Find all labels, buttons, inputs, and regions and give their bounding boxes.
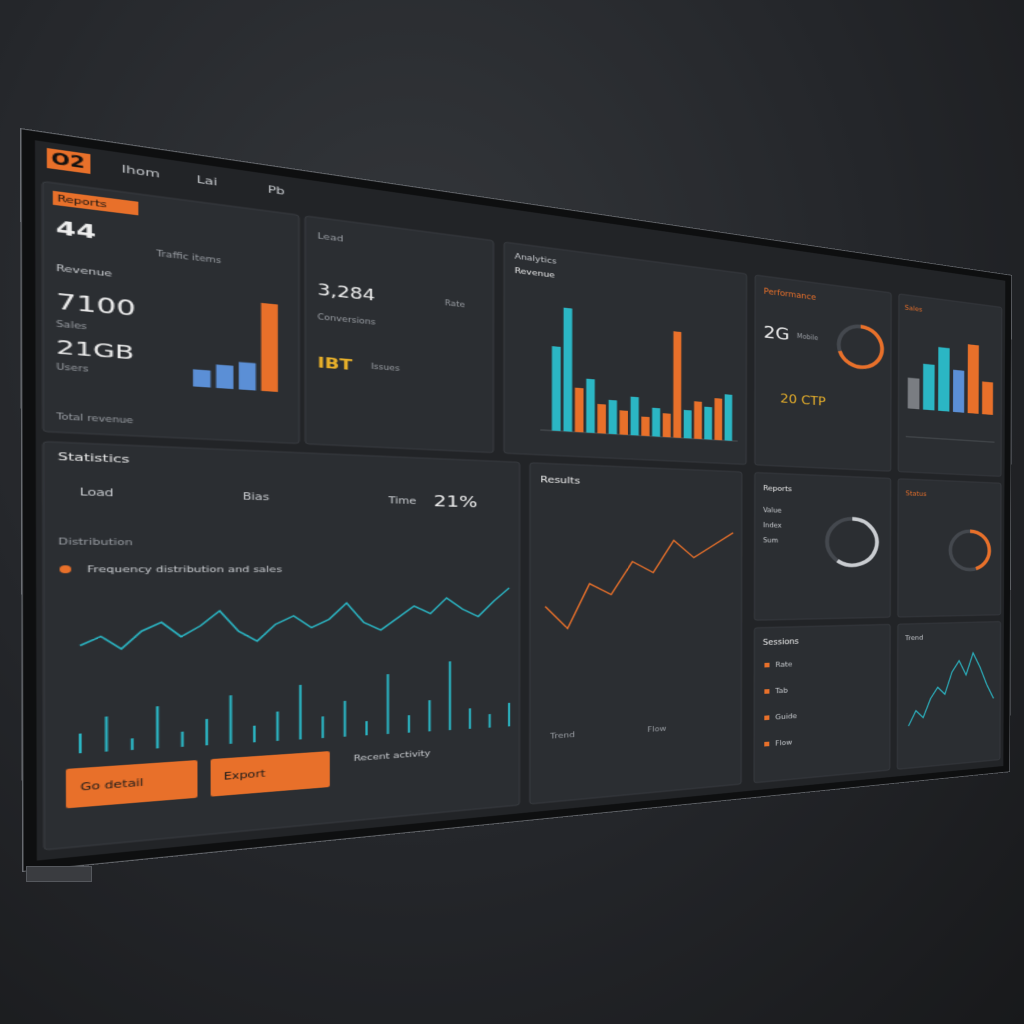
label: Sessions — [763, 637, 799, 647]
bar — [714, 398, 722, 440]
label: 44 — [56, 216, 96, 243]
bar — [663, 413, 671, 437]
bar — [620, 410, 628, 435]
bar — [261, 303, 278, 392]
label: Pb — [268, 184, 285, 198]
bar — [563, 308, 572, 432]
label: Frequency distribution and sales — [87, 564, 282, 575]
bar — [239, 362, 256, 391]
label: IBT — [317, 354, 353, 373]
label: Trend — [905, 633, 924, 641]
label: Trend — [549, 730, 574, 741]
panel — [754, 624, 890, 782]
bar — [968, 344, 979, 414]
bar — [631, 397, 639, 436]
bar — [641, 417, 649, 437]
bar — [609, 400, 617, 434]
bar — [938, 347, 950, 412]
label: Time — [388, 496, 417, 507]
bar — [684, 410, 692, 439]
label: Flow — [647, 724, 666, 734]
panel — [305, 216, 493, 453]
label: Results — [540, 475, 580, 487]
bar — [586, 379, 595, 433]
label: Value — [763, 507, 781, 514]
label: Sum — [763, 537, 778, 544]
row-icon — [764, 689, 769, 694]
bar — [694, 401, 702, 439]
monitor: O2 Ihom Lai Pb Reports 44 Traffic items Revenue… — [20, 128, 1012, 872]
row-icon — [764, 715, 769, 720]
bar — [953, 370, 964, 413]
panel — [755, 275, 892, 471]
label: Status — [906, 489, 927, 497]
dot — [60, 565, 72, 573]
monitor-stand — [26, 866, 92, 882]
label: Index — [763, 522, 781, 529]
bar — [552, 346, 561, 431]
row-icon — [764, 663, 769, 668]
bar — [704, 407, 712, 440]
bar — [575, 388, 584, 433]
bar — [673, 331, 681, 438]
label: Reports — [763, 484, 792, 493]
bar — [216, 365, 233, 390]
label: Distribution — [58, 536, 133, 547]
panel — [530, 463, 742, 804]
bar — [597, 404, 606, 434]
panel — [754, 472, 890, 620]
dashboard: O2 IhomLaiPbReports44Traffic itemsRevenue… — [20, 128, 1012, 872]
bar — [982, 381, 993, 414]
label: Bias — [243, 491, 270, 502]
label: Statistics — [58, 451, 130, 466]
label: Guide — [775, 711, 797, 720]
row-icon — [764, 742, 769, 747]
bar — [908, 378, 920, 410]
bar — [652, 408, 660, 437]
bar — [923, 364, 935, 411]
bar — [725, 394, 733, 441]
label: Flow — [775, 738, 792, 747]
label: Tab — [775, 686, 788, 695]
label: Rate — [775, 660, 792, 669]
panel — [897, 622, 1000, 770]
label: 21% — [434, 492, 478, 512]
label: Load — [80, 487, 114, 499]
bar — [193, 369, 211, 387]
label: 2G — [764, 322, 790, 344]
